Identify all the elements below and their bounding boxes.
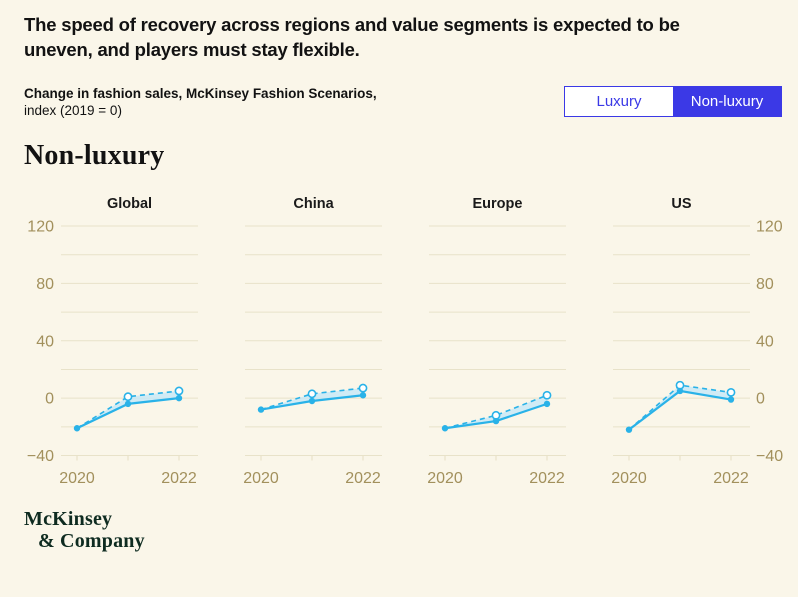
y-axis-label: 80 — [36, 276, 54, 293]
x-axis-label: 2020 — [611, 470, 647, 487]
chart-subtitle-line2: index (2019 = 0) — [24, 103, 122, 118]
toggle-luxury-button[interactable]: Luxury — [565, 87, 673, 116]
marker-open — [675, 380, 685, 390]
panel-title-china: China — [293, 196, 334, 212]
y-axis-label: 0 — [45, 391, 54, 408]
panel-title-us: US — [671, 196, 692, 212]
marker-open — [491, 410, 501, 420]
x-axis-label: 2020 — [243, 470, 279, 487]
marker-filled — [676, 387, 684, 395]
marker-filled — [124, 400, 132, 408]
x-axis-label: 2022 — [529, 470, 565, 487]
toggle-non-luxury-button[interactable]: Non-luxury — [673, 87, 781, 116]
marker-open — [307, 389, 317, 399]
chart-panel-china: China 2020 2022 — [243, 196, 382, 490]
marker-filled — [441, 425, 449, 432]
section-heading: Non-luxury — [24, 140, 165, 171]
y-axis-left-svg: 120 80 40 0 −40 — [27, 219, 54, 466]
y-axis-label: 40 — [36, 333, 54, 350]
marker-open — [123, 392, 133, 402]
x-axis-label: 2022 — [161, 470, 197, 487]
y-axis-label: 80 — [756, 276, 774, 293]
y-axis-label: 40 — [756, 333, 774, 350]
charts-grid: 120 80 40 0 −40 Global 2020 2022 China 2020 2022 Eu… — [0, 196, 798, 490]
chart-panel-us: US 2020 2022 — [611, 196, 750, 490]
x-axis-label: 2020 — [427, 470, 463, 487]
page-title: The speed of recovery across regions and… — [24, 14, 680, 60]
marker-filled — [308, 397, 316, 405]
chart-subtitle: Change in fashion sales, McKinsey Fashio… — [24, 86, 377, 119]
marker-filled — [492, 417, 500, 425]
y-axis-label: 120 — [756, 219, 783, 236]
series-solid-line — [627, 389, 733, 431]
marker-filled — [175, 394, 183, 402]
y-axis-left: 120 80 40 0 −40 — [0, 196, 56, 490]
marker-filled — [257, 406, 265, 413]
line-chart-europe: 2020 2022 — [427, 225, 566, 487]
logo-line2: & Company — [38, 530, 145, 552]
x-axis-label: 2020 — [59, 470, 95, 487]
line-chart-us: 2020 2022 — [611, 225, 750, 487]
y-axis-label: 0 — [756, 391, 765, 408]
marker-filled — [727, 396, 735, 403]
marker-open — [358, 383, 368, 393]
line-chart-china: 2020 2022 — [243, 225, 382, 487]
mckinsey-logo: McKinsey & Company — [24, 508, 782, 552]
page: The speed of recovery across regions and… — [0, 12, 798, 552]
logo-line1: McKinsey — [24, 508, 113, 530]
chart-panel-global: Global 2020 2022 — [59, 196, 198, 490]
marker-filled — [543, 400, 551, 408]
header-row: Change in fashion sales, McKinsey Fashio… — [24, 86, 782, 119]
marker-open — [542, 390, 552, 400]
line-chart-global: 2020 2022 — [59, 225, 198, 487]
chart-panel-europe: Europe 2020 2022 — [427, 196, 566, 490]
y-axis-right: 120 80 40 0 −40 — [754, 196, 798, 490]
segment-toggle: Luxury Non-luxury — [564, 86, 782, 117]
y-axis-label: 120 — [27, 219, 54, 236]
marker-open — [726, 387, 736, 397]
series-dashed-line — [76, 390, 180, 429]
y-axis-label: −40 — [27, 448, 54, 465]
y-axis-label: −40 — [756, 448, 783, 465]
marker-filled — [359, 392, 367, 399]
marker-filled — [73, 425, 81, 432]
x-axis-label: 2022 — [345, 470, 381, 487]
y-axis-right-svg: 120 80 40 0 −40 — [756, 219, 783, 466]
marker-filled — [625, 426, 633, 433]
panel-title-europe: Europe — [472, 196, 523, 212]
panel-title-global: Global — [106, 196, 153, 212]
chart-subtitle-line1: Change in fashion sales, McKinsey Fashio… — [24, 86, 377, 101]
x-axis-label: 2022 — [713, 470, 749, 487]
marker-open — [174, 386, 184, 396]
